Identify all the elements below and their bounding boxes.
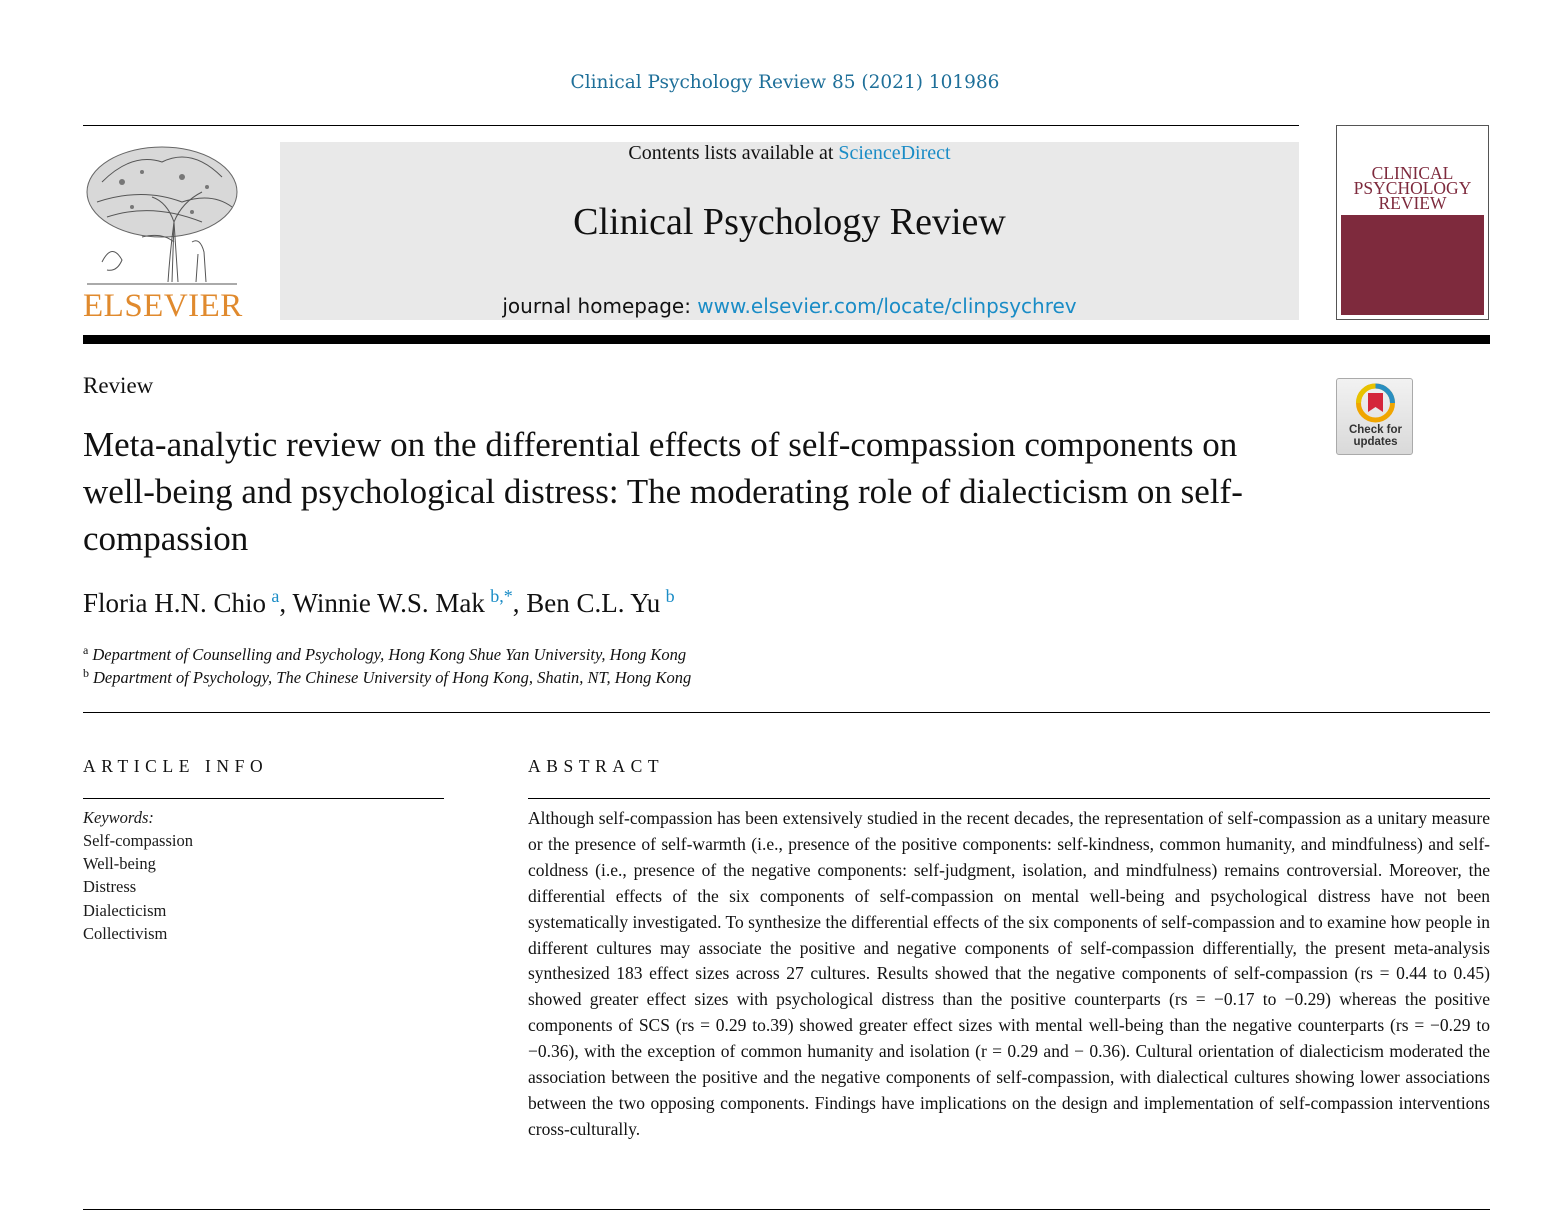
cover-image: CLINICAL PSYCHOLOGY REVIEW bbox=[1341, 130, 1484, 315]
section-divider bbox=[83, 712, 1490, 713]
journal-homepage-link[interactable]: www.elsevier.com/locate/clinpsychrev bbox=[697, 294, 1077, 318]
author-affiliation-link[interactable]: b bbox=[665, 586, 675, 606]
sciencedirect-link[interactable]: ScienceDirect bbox=[838, 142, 951, 164]
article-info-heading: ARTICLE INFO bbox=[83, 756, 269, 776]
keyword: Collectivism bbox=[83, 923, 168, 943]
author-separator: , bbox=[512, 588, 527, 618]
contents-prefix: Contents lists available at bbox=[628, 142, 839, 164]
article-info-rule bbox=[83, 798, 444, 799]
affiliation-a: a Department of Counselling and Psycholog… bbox=[83, 643, 686, 665]
elsevier-tree-logo[interactable] bbox=[82, 142, 242, 322]
author-name[interactable]: Floria H.N. Chio bbox=[83, 588, 267, 618]
elsevier-wordmark[interactable]: ELSEVIER bbox=[83, 288, 243, 324]
author-name[interactable]: Winnie W.S. Mak bbox=[292, 588, 485, 618]
header-divider bbox=[83, 335, 1490, 344]
author-affiliation-link[interactable]: a bbox=[271, 586, 280, 606]
affiliation-mark: a bbox=[83, 643, 89, 657]
article-type: Review bbox=[83, 373, 154, 398]
journal-citation[interactable]: Clinical Psychology Review 85 (2021) 101… bbox=[570, 72, 1000, 93]
affiliation-mark: b bbox=[83, 666, 89, 680]
check-for-updates-button[interactable]: Check for updates bbox=[1336, 378, 1413, 455]
abstract-heading: ABSTRACT bbox=[528, 756, 665, 776]
affiliation-text: Department of Counselling and Psychology… bbox=[92, 645, 687, 664]
check-updates-icon bbox=[1356, 383, 1395, 423]
journal-banner: Contents lists available at ScienceDirec… bbox=[280, 142, 1299, 320]
author-name[interactable]: Ben C.L. Yu bbox=[526, 588, 661, 618]
cover-title: CLINICAL PSYCHOLOGY REVIEW bbox=[1341, 163, 1484, 213]
abstract-rule bbox=[528, 798, 1490, 799]
author-affiliation-link[interactable]: b,* bbox=[490, 586, 513, 606]
homepage-prefix: journal homepage: bbox=[502, 294, 698, 318]
bottom-rule bbox=[83, 1209, 1490, 1210]
keywords-label: Keywords: bbox=[83, 808, 154, 827]
cover-title-line: PSYCHOLOGY bbox=[1353, 178, 1472, 198]
journal-name: Clinical Psychology Review bbox=[573, 201, 1006, 243]
affiliation-text: Department of Psychology, The Chinese Un… bbox=[93, 668, 692, 687]
journal-cover-thumbnail[interactable]: CLINICAL PSYCHOLOGY REVIEW bbox=[1336, 125, 1489, 320]
keyword: Distress bbox=[83, 877, 137, 897]
check-updates-line: Check for bbox=[1348, 424, 1403, 436]
keyword: Dialecticism bbox=[83, 900, 167, 920]
abstract-text: Although self-compassion has been extens… bbox=[528, 808, 1490, 1139]
cover-header bbox=[1341, 130, 1484, 215]
affiliation-b: b Department of Psychology, The Chinese U… bbox=[83, 666, 691, 688]
author-separator: , bbox=[279, 588, 293, 618]
check-updates-line: updates bbox=[1353, 436, 1398, 448]
top-rule bbox=[83, 125, 1299, 126]
contents-line: Contents lists available at ScienceDirec… bbox=[280, 142, 1299, 165]
homepage-line: journal homepage: www.elsevier.com/locat… bbox=[280, 294, 1299, 318]
article-title: Meta-analytic review on the differential… bbox=[83, 425, 1243, 558]
cover-title-line: CLINICAL bbox=[1371, 163, 1454, 183]
keyword: Self-compassion bbox=[83, 831, 193, 850]
check-updates-label: Check for updates bbox=[1337, 424, 1414, 448]
keywords-list: Keywords: Self-compassion Well-being Dis… bbox=[83, 806, 193, 945]
keyword: Well-being bbox=[83, 854, 156, 874]
cover-title-line: REVIEW bbox=[1378, 193, 1447, 213]
author-list: Floria H.N. Chio a, Winnie W.S. Mak b,*,… bbox=[83, 586, 675, 619]
